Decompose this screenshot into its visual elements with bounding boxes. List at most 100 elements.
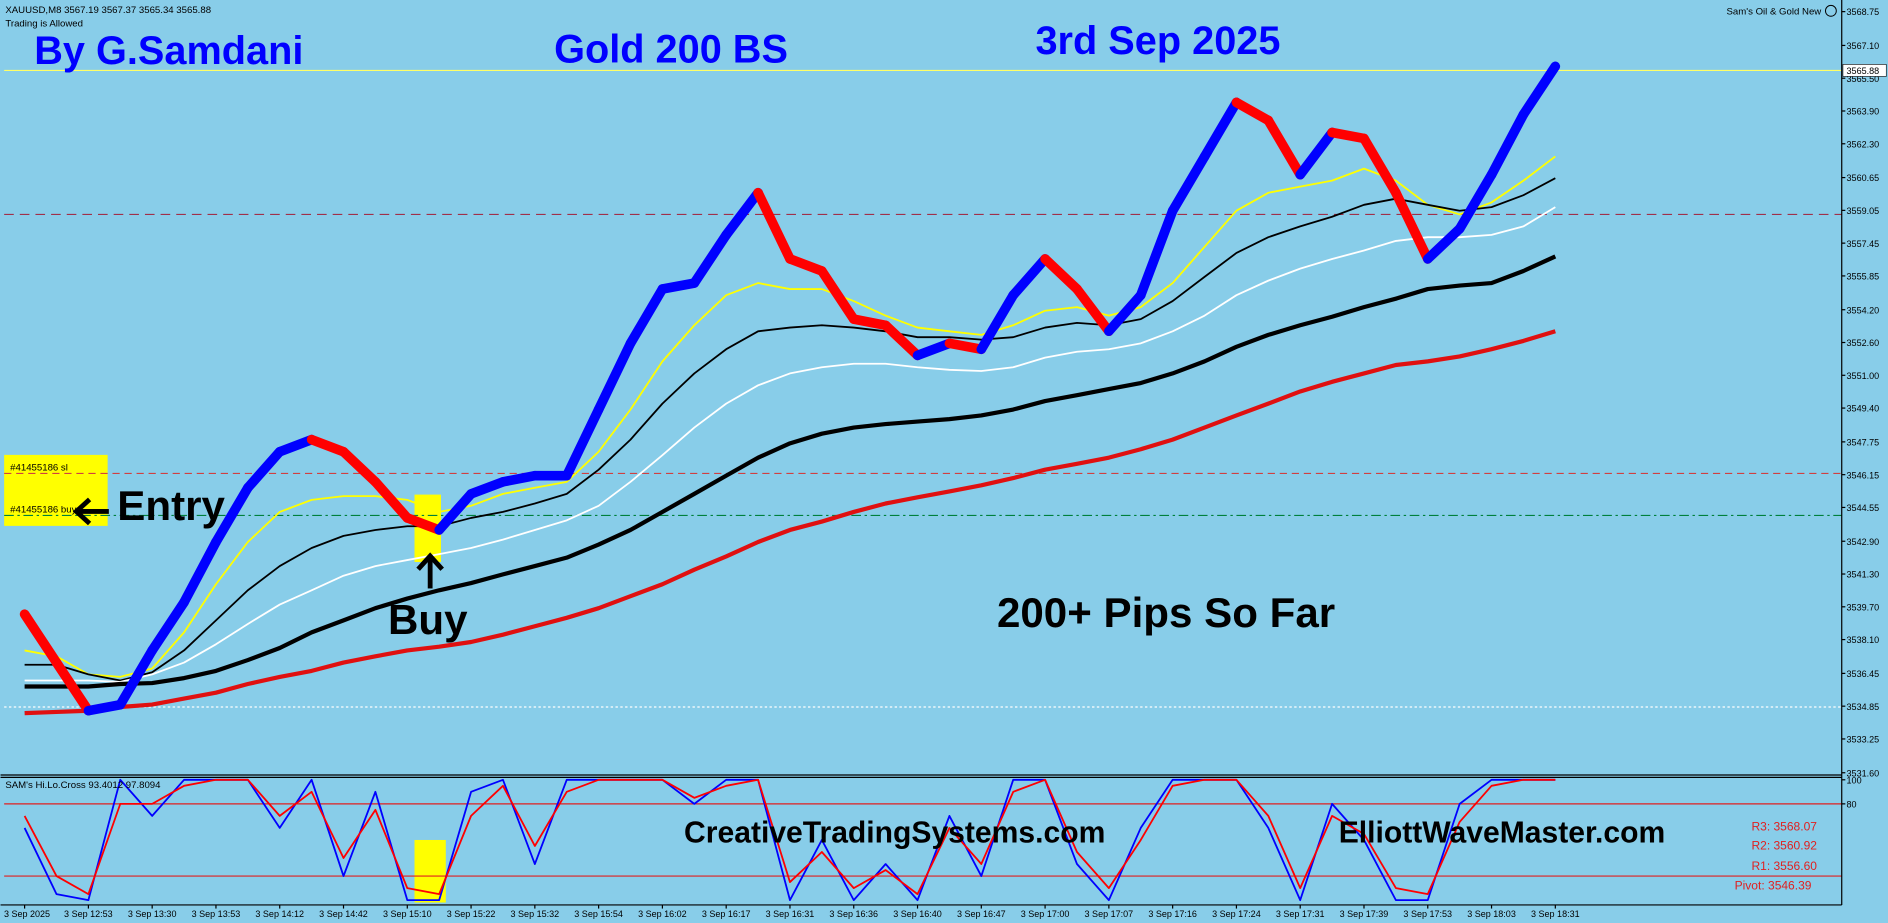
entry-arrow xyxy=(72,497,109,526)
x-tick-label: 3 Sep 17:31 xyxy=(1276,909,1325,919)
y-tick-label: 3547.75 xyxy=(1847,437,1880,447)
order-highlight xyxy=(4,454,108,526)
y-tick-label: 3559.05 xyxy=(1847,206,1880,216)
price-segment xyxy=(1104,290,1146,337)
y-tick-label: 3567.10 xyxy=(1847,41,1880,51)
y-tick-label: 3552.60 xyxy=(1847,338,1880,348)
y-tick-label: 3554.20 xyxy=(1847,305,1880,315)
y-tick-label: 3565.50 xyxy=(1847,74,1880,84)
y-tick-label: 100 xyxy=(1847,775,1862,785)
y-tick-label: 3536.45 xyxy=(1847,669,1880,679)
x-tick-label: 3 Sep 2025 xyxy=(4,909,50,919)
x-tick-label: 3 Sep 15:54 xyxy=(574,909,623,919)
y-tick-label: 3568.75 xyxy=(1847,7,1880,17)
price-segment xyxy=(466,477,508,499)
x-tick-label: 3 Sep 17:00 xyxy=(1021,909,1070,919)
x-tick-label: 3 Sep 13:53 xyxy=(192,909,241,919)
result-label: 200+ Pips So Far xyxy=(997,589,1335,636)
x-tick-label: 3 Sep 18:31 xyxy=(1531,909,1580,919)
trading-status: Trading is Allowed xyxy=(5,18,83,29)
y-tick-label: 3546.15 xyxy=(1847,470,1880,480)
line-series xyxy=(24,206,1556,683)
price-segment xyxy=(83,699,126,716)
price-segment xyxy=(880,320,923,361)
symbol-info: XAUUSD,M8 3567.19 3567.37 3565.34 3565.8… xyxy=(5,5,211,16)
y-tick-label: 80 xyxy=(1847,799,1857,809)
x-tick-label: 3 Sep 14:12 xyxy=(255,909,304,919)
x-tick-label: 3 Sep 16:40 xyxy=(893,909,942,919)
price-segment xyxy=(593,338,636,415)
price-segment xyxy=(338,446,381,487)
price-segment xyxy=(1072,284,1114,337)
y-tick-label: 3539.70 xyxy=(1847,602,1880,612)
main-plot xyxy=(4,61,1842,716)
price-label: 3565.88 xyxy=(1847,66,1880,76)
price-segment xyxy=(1422,223,1465,264)
x-tick-label: 3 Sep 16:17 xyxy=(702,909,751,919)
price-segment xyxy=(211,482,253,547)
price-segment xyxy=(1295,127,1337,180)
price-segment xyxy=(1486,109,1529,180)
price-segment xyxy=(1040,254,1082,294)
order-sl: #41455186 sl xyxy=(10,463,68,474)
x-tick-label: 3 Sep 17:53 xyxy=(1403,909,1452,919)
y-tick-label: 3538.10 xyxy=(1847,635,1880,645)
x-tick-label: 3 Sep 14:42 xyxy=(319,909,368,919)
price-segment xyxy=(147,597,189,656)
x-tick-label: 3 Sep 17:24 xyxy=(1212,909,1261,919)
website: ElliottWaveMaster.com xyxy=(1339,816,1666,849)
website: CreativeTradingSystems.com xyxy=(684,816,1105,849)
price-segment xyxy=(785,254,827,276)
price-segment xyxy=(1008,254,1050,300)
price-segment xyxy=(1135,205,1178,300)
price-segment xyxy=(625,284,668,349)
y-tick-label: 3563.90 xyxy=(1847,107,1880,117)
price-segment xyxy=(657,278,700,294)
price-segment xyxy=(1263,115,1306,180)
expert-icon xyxy=(1825,4,1837,17)
y-tick-label: 3562.30 xyxy=(1847,139,1880,149)
oscillator-plot xyxy=(4,778,1842,902)
price-segment xyxy=(1518,61,1561,120)
price-segment xyxy=(721,187,763,240)
x-tick-label: 3 Sep 17:16 xyxy=(1148,909,1197,919)
x-tick-label: 3 Sep 16:02 xyxy=(638,909,687,919)
price-segment xyxy=(912,338,955,361)
line-series xyxy=(24,155,1556,678)
line-series xyxy=(23,778,1556,896)
entry-label: Entry xyxy=(117,482,225,529)
price-segment xyxy=(115,645,157,710)
line-series xyxy=(23,778,1556,902)
x-tick-label: 3 Sep 16:31 xyxy=(766,909,815,919)
x-tick-label: 3 Sep 16:47 xyxy=(957,909,1006,919)
pivot-label: R1: 3556.60 xyxy=(1751,859,1817,873)
x-tick-label: 3 Sep 15:32 xyxy=(511,909,560,919)
price-segment xyxy=(434,489,476,535)
price-segment xyxy=(1391,187,1433,264)
price-segment xyxy=(51,657,94,716)
y-tick-label: 3560.65 xyxy=(1847,173,1880,183)
line-series xyxy=(24,177,1556,682)
x-tick-label: 3 Sep 12:53 xyxy=(64,909,113,919)
y-tick-label: 3544.55 xyxy=(1847,503,1880,513)
price-segment xyxy=(1167,151,1210,216)
axes: 3568.75 3567.10 3565.50 3563.90 3562.30 3560.… xyxy=(4,7,1887,919)
expert-name: Sam's Oil & Gold New xyxy=(1727,6,1822,17)
x-tick-label: 3 Sep 13:30 xyxy=(128,909,177,919)
price-segment xyxy=(1454,169,1497,234)
price-segment xyxy=(370,477,413,523)
y-tick-label: 3533.25 xyxy=(1847,735,1880,745)
price-segment xyxy=(848,314,891,331)
price-segment xyxy=(1231,97,1274,126)
y-tick-label: 3551.00 xyxy=(1847,371,1880,381)
oscillator-title: SAM's Hi.Lo.Cross 93.4012 97.8094 xyxy=(5,780,161,791)
x-tick-label: 3 Sep 15:22 xyxy=(447,909,496,919)
y-tick-label: 3557.45 xyxy=(1847,239,1880,249)
pivot-label: Pivot: 3546.39 xyxy=(1735,878,1812,892)
line-series xyxy=(24,329,1556,716)
price-segment xyxy=(817,266,859,324)
y-tick-label: 3541.30 xyxy=(1847,570,1880,580)
